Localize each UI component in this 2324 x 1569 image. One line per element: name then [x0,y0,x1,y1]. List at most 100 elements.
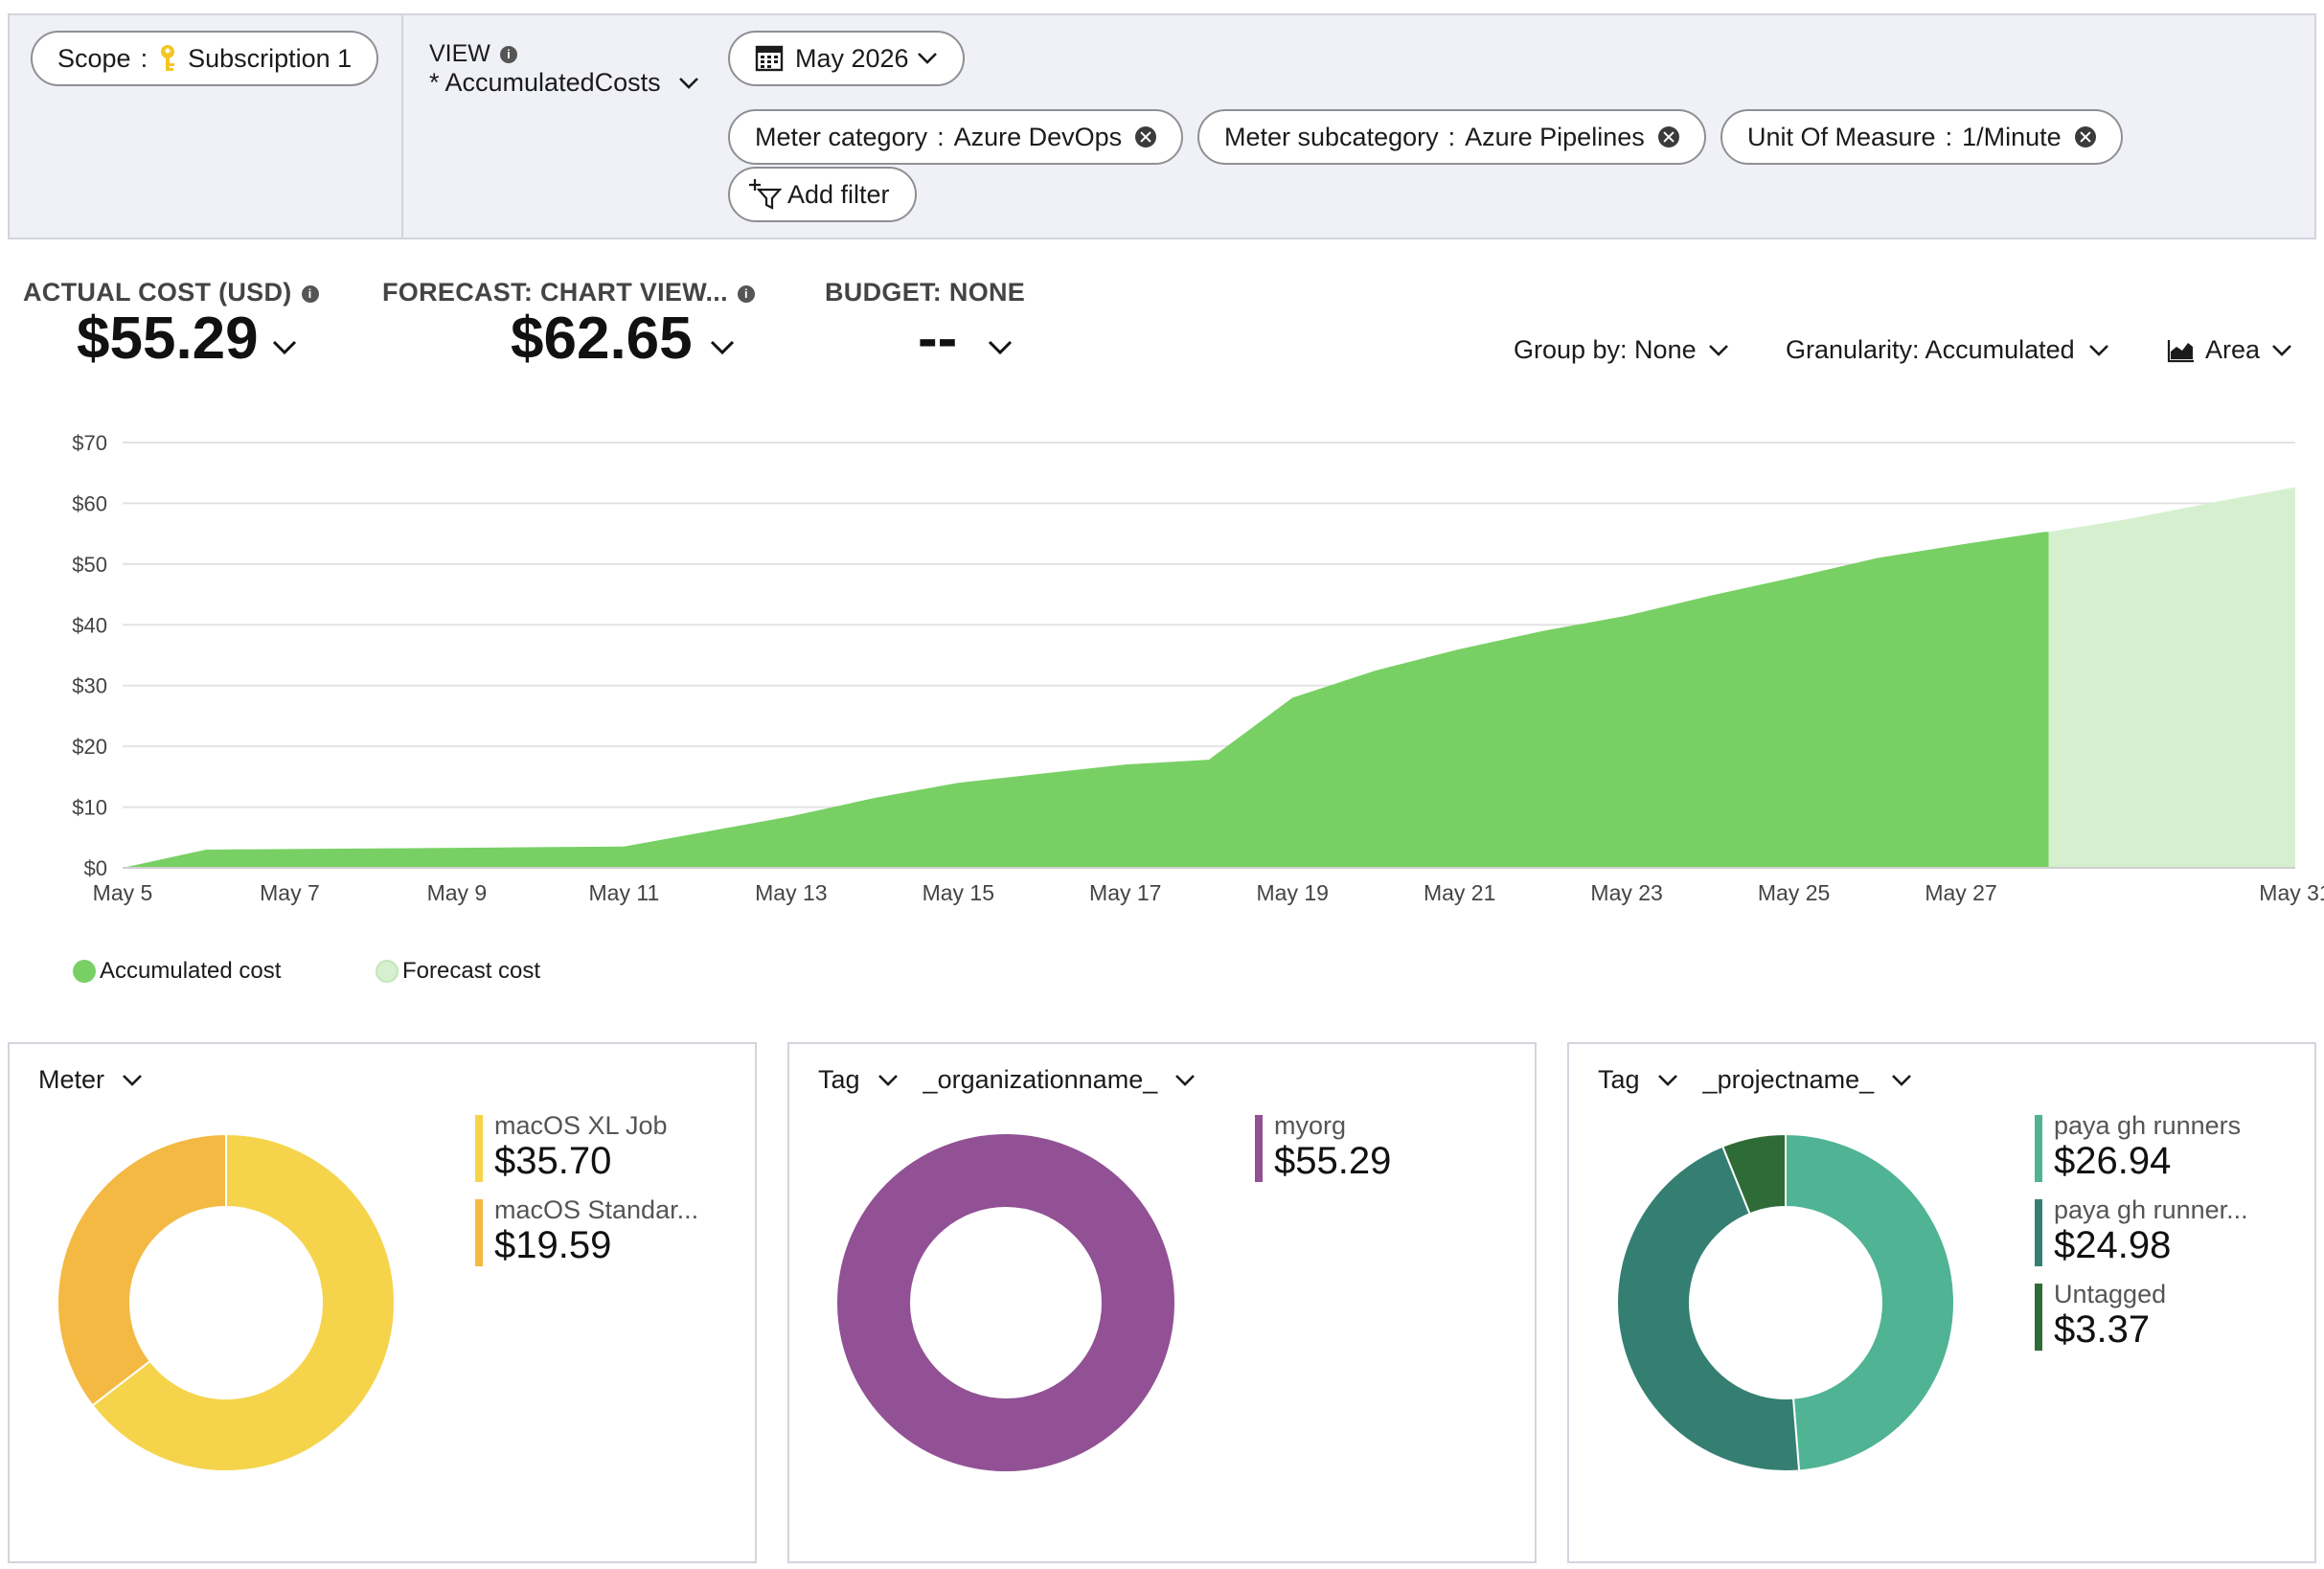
project-breakdown-card: Tag _projectname_ paya gh runners $26.94… [1567,1042,2316,1563]
y-tick-label: $30 [72,674,107,698]
view-label: VIEW i [429,40,517,68]
add-filter-button[interactable]: Add filter [728,167,917,222]
x-tick-label: May 19 [1257,880,1329,905]
legend-dot [376,960,399,983]
legend-swatch [475,1199,483,1266]
donut-slice[interactable] [837,1134,1174,1471]
y-tick-label: $20 [72,735,107,759]
chart-type-dropdown[interactable]: Area [2167,335,2292,365]
list-item[interactable]: macOS Standar... $19.59 [475,1195,698,1266]
chevron-down-icon [989,340,1013,354]
chevron-down-icon [917,53,937,64]
organization-breakdown-card: Tag _organizationname_ myorg $55.29 [787,1042,1537,1563]
donut-slice[interactable] [1616,1145,1801,1472]
donut-legend: macOS XL Job $35.70 macOS Standar... $19… [475,1111,698,1280]
info-icon: i [737,284,755,303]
x-tick-label: May 15 [923,880,994,905]
chevron-down-icon [877,1074,898,1086]
forecast-cost-area [2048,487,2295,868]
x-tick-label: May 9 [427,880,488,905]
chevron-down-icon [1175,1074,1196,1086]
chevron-down-icon [2088,344,2108,356]
chevron-down-icon [123,1074,142,1086]
meter-dropdown[interactable]: Meter [38,1065,143,1095]
legend-swatch [475,1115,483,1182]
chevron-down-icon [272,340,296,354]
card-header: Tag _projectname_ [1598,1065,1937,1095]
actual-cost-label: ACTUAL COST (USD) i [23,278,319,307]
info-icon: i [301,284,319,303]
legend-forecast[interactable]: Forecast cost [376,958,540,985]
filter-chip-meter-subcategory[interactable]: Meter subcategory: Azure Pipelines [1197,109,1706,165]
remove-filter-icon[interactable] [2074,126,2096,148]
tag-key-dropdown[interactable]: _projectname_ [1703,1065,1913,1095]
scope-pill[interactable]: Scope : Subscription 1 [31,31,379,86]
area-chart-icon [2167,339,2194,362]
x-tick-label: May 11 [589,880,660,905]
y-tick-label: $10 [72,796,107,820]
list-item[interactable]: paya gh runner... $24.98 [2035,1195,2248,1266]
list-item[interactable]: macOS XL Job $35.70 [475,1111,698,1182]
info-icon: i [499,46,517,64]
y-tick-label: $40 [72,613,107,637]
card-header: Tag _organizationname_ [818,1065,1220,1095]
chevron-down-icon [710,340,734,354]
meter-breakdown-card: Meter macOS XL Job $35.70 macOS Standar.… [8,1042,757,1563]
granularity-dropdown[interactable]: Granularity: Accumulated [1786,335,2109,365]
tag-dropdown[interactable]: Tag [1598,1065,1678,1095]
list-item[interactable]: paya gh runners $26.94 [2035,1111,2248,1182]
list-item[interactable]: myorg $55.29 [1255,1111,1391,1182]
divider [401,15,403,238]
add-filter-icon [749,179,782,210]
forecast-value[interactable]: $62.65 [511,305,735,373]
budget-label: BUDGET: NONE [825,278,1026,307]
donut-legend: paya gh runners $26.94 paya gh runner...… [2035,1111,2248,1364]
donut-chart [1616,1132,1955,1472]
legend-swatch [2035,1199,2042,1266]
donut-slice[interactable] [1720,1132,1787,1216]
donut-slice[interactable] [91,1132,396,1472]
date-range-value: May 2026 [795,43,909,73]
remove-filter-icon[interactable] [1135,126,1157,148]
filter-bar: Scope : Subscription 1 VIEW i * Accumulat… [8,13,2316,239]
key-icon [161,45,175,71]
list-item[interactable]: Untagged $3.37 [2035,1280,2248,1351]
chevron-down-icon [678,77,698,89]
group-by-dropdown[interactable]: Group by: None [1514,335,1729,365]
x-tick-label: May 27 [1925,880,1996,905]
legend-accumulated[interactable]: Accumulated cost [73,958,281,985]
scope-label: Scope [57,43,131,73]
x-tick-label: May 13 [755,880,827,905]
budget-value[interactable]: -- [918,305,1013,373]
chevron-down-icon [2272,344,2291,356]
y-tick-label: $70 [72,431,107,455]
legend-swatch [2035,1115,2042,1182]
remove-filter-icon[interactable] [1657,126,1679,148]
x-tick-label: May 21 [1424,880,1495,905]
view-selector[interactable]: * AccumulatedCosts [429,68,699,98]
x-tick-label: May 31 [2259,880,2324,905]
date-range-pill[interactable]: May 2026 [728,31,965,86]
donut-chart [837,1134,1174,1471]
y-tick-label: $60 [72,491,107,515]
actual-cost-value[interactable]: $55.29 [77,305,297,373]
donut-slice[interactable] [1785,1132,1955,1472]
donut-slice[interactable] [57,1132,227,1407]
tag-dropdown[interactable]: Tag [818,1065,899,1095]
x-tick-label: May 23 [1590,880,1662,905]
accumulated-cost-chart: $0 $10 $20 $30 $40 $50 $60 $70 May 5 May 7 May 9 Ma… [72,431,2324,905]
filter-chip-unit-of-measure[interactable]: Unit Of Measure:1/Minute [1720,109,2123,165]
legend-dot [73,960,96,983]
chevron-down-icon [1708,344,1728,356]
calendar-icon [755,45,784,72]
tag-key-dropdown[interactable]: _organizationname_ [923,1065,1196,1095]
x-tick-label: May 25 [1758,880,1830,905]
donut-legend: myorg $55.29 [1255,1111,1391,1195]
filter-chip-meter-category[interactable]: Meter category: Azure DevOps [728,109,1184,165]
view-name: * AccumulatedCosts [429,68,661,97]
x-tick-label: May 17 [1089,880,1161,905]
chevron-down-icon [1892,1074,1912,1086]
chevron-down-icon [1657,1074,1677,1086]
x-tick-label: May 7 [260,880,320,905]
donut-chart [57,1132,396,1472]
